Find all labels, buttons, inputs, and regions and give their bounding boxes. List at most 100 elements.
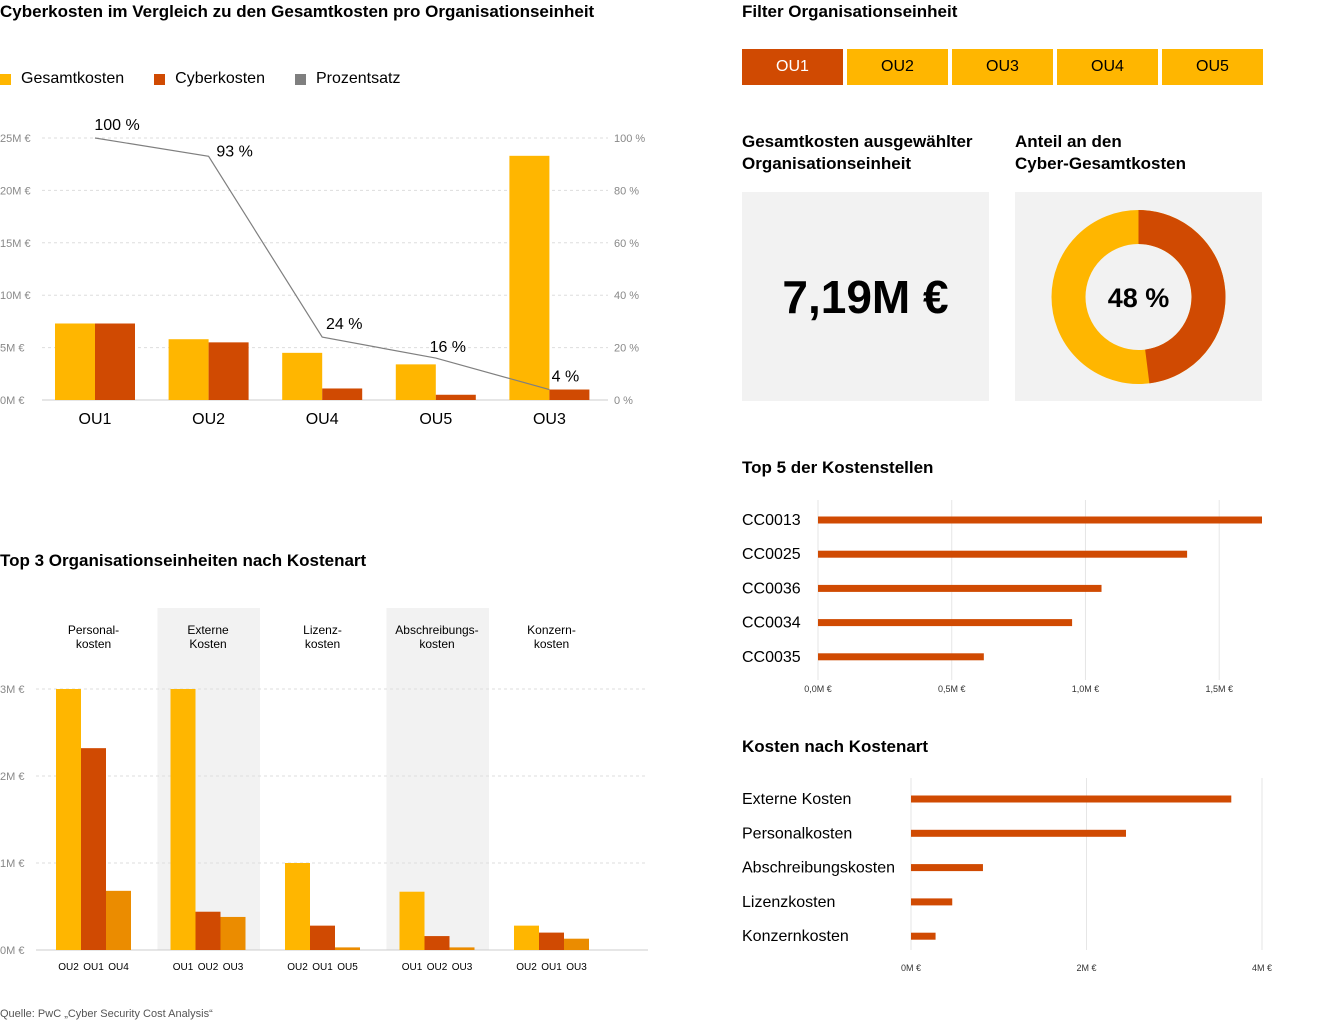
x-tick-label: OU3: [452, 962, 473, 973]
bar-cyberkosten: [549, 389, 590, 400]
share-panel: 48 %: [1015, 192, 1262, 401]
chart2-title: Top 3 Organisationseinheiten nach Kosten…: [0, 551, 367, 570]
y-tick-label: 2M €: [0, 771, 24, 783]
bar-cyberkosten: [95, 323, 135, 400]
filter-button-ou4[interactable]: OU4: [1057, 49, 1158, 85]
share-title: Anteil an den Cyber-Gesamtkosten: [1015, 131, 1186, 175]
x-tick-label: OU2: [198, 962, 219, 973]
x-tick-label: 1,0M €: [1072, 684, 1100, 694]
y2-tick-label: 0 %: [614, 395, 633, 407]
x-tick-label: OU2: [58, 962, 79, 973]
y-tick-label: CC0034: [742, 615, 801, 632]
x-tick-label: OU3: [566, 962, 587, 973]
x-tick-label: OU3: [223, 962, 244, 973]
bar-ou5: [335, 947, 360, 950]
donut-center-label: 48 %: [1108, 283, 1170, 313]
bar-cc0025: [818, 550, 1188, 558]
legend-label-prozentsatz: Prozentsatz: [315, 70, 401, 87]
chart3-svg: 0,0M € 0,5M € 1,0M € 1,5M € CC0013 CC0025 CC00…: [742, 500, 1262, 694]
share-title-line1: Anteil an den: [1015, 132, 1122, 151]
legend-item-gesamtkosten: Gesamtkosten: [0, 70, 124, 88]
chart1-title: Cyberkosten im Vergleich zu den Gesamtko…: [0, 2, 595, 21]
x-tick-label: 0M €: [901, 963, 921, 973]
data-label-prozentsatz: 4 %: [552, 369, 580, 386]
bar-cc0035: [818, 653, 984, 661]
y-tick-label: CC0025: [742, 546, 801, 563]
y-tick-label: 0M €: [0, 395, 24, 407]
kpi-title: Gesamtkosten ausgewählter Organisationse…: [742, 131, 973, 175]
x-tick-label: 2M €: [1076, 963, 1096, 973]
filter-button-ou2[interactable]: OU2: [847, 49, 948, 85]
group-label-line1: Personal-: [68, 623, 119, 637]
x-tick-label: OU5: [419, 411, 452, 428]
y2-tick-label: 40 %: [614, 290, 639, 302]
data-label-prozentsatz: 93 %: [216, 143, 252, 160]
y2-tick-label: 20 %: [614, 343, 639, 355]
x-tick-label: OU1: [402, 962, 423, 973]
legend-swatch-gesamtkosten: [0, 73, 11, 85]
bar-cyberkosten: [208, 342, 249, 400]
legend-item-cyberkosten: Cyberkosten: [154, 70, 265, 88]
filter-bar: OU1 OU2 OU3 OU4 OU5: [742, 49, 1263, 85]
share-donut: 48 %: [1051, 210, 1226, 384]
group-label-line2: kosten: [76, 637, 111, 651]
y-tick-label: 15M €: [0, 238, 31, 250]
bar-gesamtkosten: [55, 323, 95, 400]
bar-cyberkosten: [435, 394, 476, 400]
chart4-title: Kosten nach Kostenart: [742, 737, 929, 756]
share-title-line2: Cyber-Gesamtkosten: [1015, 154, 1187, 173]
bar-gesamtkosten: [395, 364, 436, 400]
kpi-title-line1: Gesamtkosten ausgewählter: [742, 132, 973, 151]
group-label-line2: Kosten: [189, 637, 226, 651]
bar-ou1: [310, 925, 335, 950]
legend-swatch-prozentsatz: [294, 73, 306, 85]
series-line-prozentsatz: [94, 137, 550, 391]
x-tick-label: OU5: [337, 962, 358, 973]
x-tick-label: 0,5M €: [938, 684, 966, 694]
x-tick-label: OU1: [312, 962, 333, 973]
chart1-svg: 0M € 0 % 5M € 20 % 10M € 40 % 15M € 60 % 20M € 80…: [0, 117, 645, 428]
bar-gesamtkosten: [282, 352, 323, 400]
bar-ou2: [56, 689, 81, 950]
filter-button-ou3[interactable]: OU3: [952, 49, 1053, 85]
group-label-line2: kosten: [534, 637, 569, 651]
y2-tick-label: 80 %: [614, 185, 639, 197]
data-label-prozentsatz: 100 %: [94, 117, 139, 134]
y-tick-label: 1M €: [0, 858, 24, 870]
kpi-value: 7,19M €: [742, 192, 989, 401]
y-tick-label: 0M €: [0, 945, 24, 957]
bar-cc0013: [818, 516, 1262, 524]
bar-ou2: [424, 936, 450, 950]
legend-label-cyberkosten: Cyberkosten: [175, 70, 265, 87]
bar-ou2: [285, 863, 310, 950]
bar-cc0036: [818, 584, 1102, 592]
source-note: Quelle: PwC „Cyber Security Cost Analysi…: [0, 1008, 213, 1020]
y-tick-label: Lizenzkosten: [742, 894, 835, 911]
y2-tick-label: 60 %: [614, 238, 639, 250]
y-tick-label: 5M €: [0, 343, 24, 355]
y-tick-label: 20M €: [0, 185, 31, 197]
x-tick-label: OU2: [287, 962, 308, 973]
filter-button-ou1[interactable]: OU1: [742, 49, 843, 85]
group-label-line1: Konzern-: [527, 623, 576, 637]
filter-title: Filter Organisationseinheit: [742, 2, 958, 21]
y-tick-label: CC0036: [742, 580, 801, 597]
y-tick-label: CC0035: [742, 649, 801, 666]
x-tick-label: 4M €: [1252, 963, 1272, 973]
bar-ou4: [106, 890, 131, 950]
bar-lizenzkosten: [911, 898, 953, 906]
bar-externe-kosten: [911, 795, 1232, 803]
bar-ou1: [81, 748, 106, 950]
group-label-line2: kosten: [419, 637, 454, 651]
bar-abschreibungskosten: [911, 864, 983, 872]
x-tick-label: 1,5M €: [1205, 684, 1233, 694]
x-tick-label: OU2: [192, 411, 225, 428]
y-tick-label: 10M €: [0, 290, 31, 302]
data-label-prozentsatz: 16 %: [430, 339, 466, 356]
bar-personalkosten: [911, 829, 1126, 837]
kpi-title-line2: Organisationseinheit: [742, 154, 912, 173]
x-tick-label: OU1: [83, 962, 104, 973]
filter-button-ou5[interactable]: OU5: [1162, 49, 1263, 85]
y-tick-label: 3M €: [0, 684, 24, 696]
x-tick-label: OU4: [108, 962, 129, 973]
